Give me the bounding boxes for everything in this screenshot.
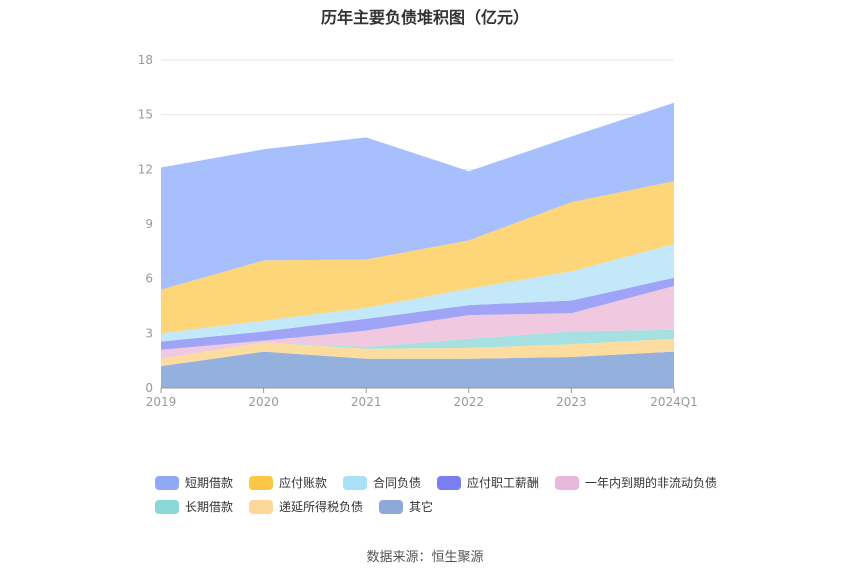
legend-label: 应付账款	[279, 476, 328, 490]
legend-label: 一年内到期的非流动负债	[585, 476, 718, 490]
y-tick-label: 6	[145, 272, 153, 286]
area-其它	[161, 351, 674, 388]
y-tick-label: 0	[145, 381, 153, 395]
legend-swatch	[155, 499, 179, 514]
legend-item[interactable]: 长期借款	[155, 498, 233, 515]
legend-swatch	[379, 499, 403, 514]
y-tick-label: 9	[145, 217, 153, 231]
x-tick-label: 2022	[454, 395, 485, 409]
legend-swatch	[249, 499, 273, 514]
y-tick-label: 3	[145, 326, 153, 340]
legend-swatch	[249, 475, 273, 490]
area-series	[161, 102, 674, 388]
x-tick-label: 2021	[351, 395, 382, 409]
legend-item[interactable]: 应付账款	[249, 474, 327, 491]
legend-label: 应付职工薪酬	[467, 476, 540, 490]
x-tick-label: 2019	[146, 395, 177, 409]
area-短期借款	[161, 102, 674, 290]
area-合同负债	[161, 244, 674, 342]
legend-label: 其它	[409, 500, 434, 514]
chart-title: 历年主要负债堆积图（亿元）	[320, 8, 529, 27]
legend-label: 合同负债	[373, 476, 422, 490]
legend-item[interactable]: 短期借款	[155, 474, 233, 491]
legend-item[interactable]: 一年内到期的非流动负债	[555, 474, 717, 491]
area-长期借款	[161, 329, 674, 359]
x-tick-label: 2023	[556, 395, 587, 409]
y-tick-label: 12	[138, 162, 153, 176]
legend-item[interactable]: 合同负债	[343, 474, 421, 491]
legend-label: 短期借款	[185, 476, 234, 490]
legend-swatch	[555, 475, 579, 490]
area-递延所得税负债	[161, 338, 674, 367]
area-一年内到期的非流动负债	[161, 286, 674, 359]
legend-swatch	[343, 475, 367, 490]
legend-swatch	[437, 475, 461, 490]
y-tick-label: 15	[138, 108, 153, 122]
legend-item[interactable]: 其它	[379, 498, 433, 515]
legend-swatch	[155, 475, 179, 490]
area-应付账款	[161, 181, 674, 334]
area-应付职工薪酬	[161, 277, 674, 350]
data-source: 数据来源：恒生聚源	[366, 550, 484, 565]
legend-item[interactable]: 递延所得税负债	[249, 498, 363, 515]
legend-label: 递延所得税负债	[279, 500, 364, 514]
y-tick-label: 18	[138, 53, 153, 67]
x-tick-label: 2024Q1	[650, 395, 698, 409]
legend-item[interactable]: 应付职工薪酬	[437, 474, 539, 491]
x-tick-label: 2020	[248, 395, 279, 409]
axes: 0 3 6 9 12 15 18 2019 2020 2021 2022 2023 2024Q1	[138, 53, 698, 409]
legend-label: 长期借款	[185, 500, 234, 514]
